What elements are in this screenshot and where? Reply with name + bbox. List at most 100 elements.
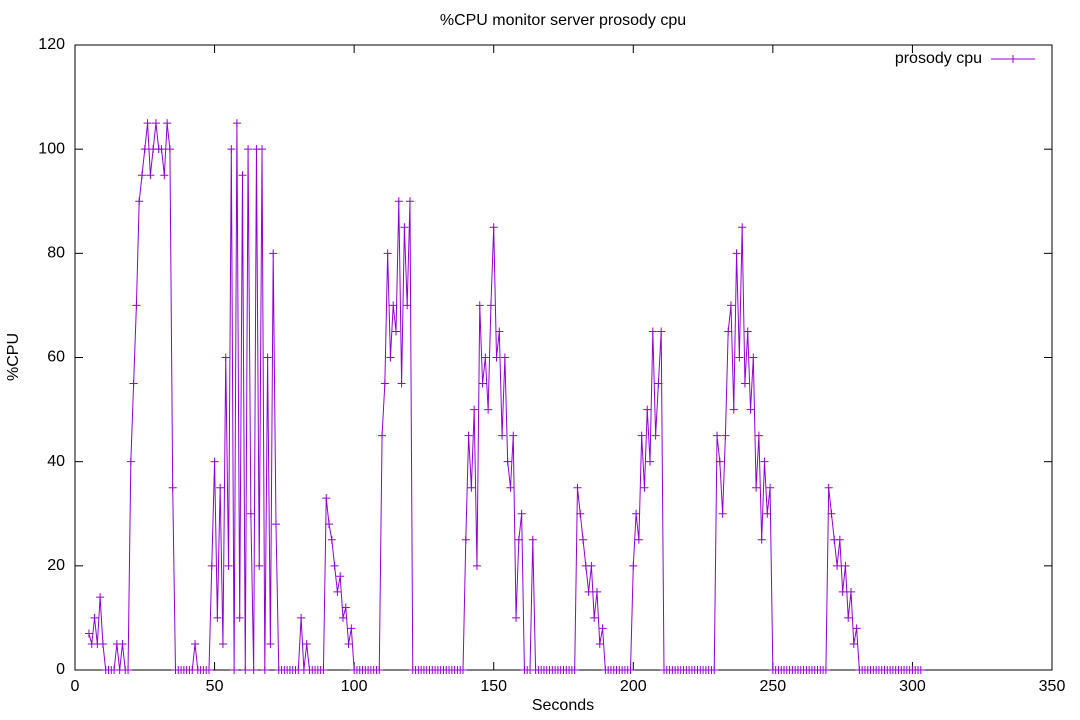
point-marker xyxy=(255,561,264,570)
point-marker xyxy=(330,561,339,570)
point-marker xyxy=(260,666,269,674)
point-marker xyxy=(478,379,487,388)
point-marker xyxy=(210,457,219,466)
point-marker xyxy=(509,431,518,440)
point-marker xyxy=(721,431,730,440)
y-tick-label: 120 xyxy=(38,36,65,53)
point-marker xyxy=(512,613,521,622)
x-tick-label: 50 xyxy=(206,678,224,695)
point-marker xyxy=(230,666,239,674)
point-marker xyxy=(752,483,761,492)
point-marker xyxy=(481,353,490,362)
point-marker xyxy=(246,509,255,518)
point-marker xyxy=(232,119,241,128)
point-marker xyxy=(757,535,766,544)
point-marker xyxy=(847,587,856,596)
point-marker xyxy=(325,520,334,529)
point-marker xyxy=(207,561,216,570)
point-marker xyxy=(573,483,582,492)
point-marker xyxy=(648,327,657,336)
point-marker xyxy=(333,587,342,596)
point-marker xyxy=(204,666,213,674)
point-marker xyxy=(489,223,498,232)
point-marker xyxy=(165,145,174,154)
point-marker xyxy=(592,587,601,596)
point-marker xyxy=(643,405,652,414)
point-marker xyxy=(833,561,842,570)
x-tick-label: 300 xyxy=(899,678,926,695)
point-marker xyxy=(163,119,172,128)
point-marker xyxy=(319,666,328,674)
point-marker xyxy=(640,483,649,492)
point-marker xyxy=(740,379,749,388)
point-marker xyxy=(347,624,356,633)
point-marker xyxy=(464,431,473,440)
point-marker xyxy=(498,431,507,440)
point-marker xyxy=(626,666,635,674)
y-tick-label: 20 xyxy=(47,557,65,574)
point-marker xyxy=(713,431,722,440)
point-marker xyxy=(484,405,493,414)
point-marker xyxy=(266,639,275,648)
point-marker xyxy=(735,353,744,362)
point-marker xyxy=(732,249,741,258)
point-marker xyxy=(916,666,925,674)
point-marker xyxy=(528,535,537,544)
point-marker xyxy=(492,353,501,362)
point-marker xyxy=(269,249,278,258)
point-marker xyxy=(400,223,409,232)
y-tick-label: 100 xyxy=(38,140,65,157)
point-marker xyxy=(632,509,641,518)
x-tick-label: 150 xyxy=(480,678,507,695)
point-marker xyxy=(322,494,331,503)
point-marker xyxy=(472,561,481,570)
point-marker xyxy=(486,301,495,310)
point-marker xyxy=(587,561,596,570)
y-tick-label: 0 xyxy=(56,661,65,678)
point-marker xyxy=(729,405,738,414)
point-marker xyxy=(244,145,253,154)
point-marker xyxy=(746,405,755,414)
point-marker xyxy=(118,639,127,648)
point-marker xyxy=(238,171,247,180)
point-marker xyxy=(403,301,412,310)
point-marker xyxy=(397,379,406,388)
point-marker xyxy=(576,509,585,518)
point-marker xyxy=(760,457,769,466)
point-marker xyxy=(327,535,336,544)
point-marker xyxy=(146,171,155,180)
point-marker xyxy=(459,666,468,674)
y-tick-label: 40 xyxy=(47,453,65,470)
point-marker xyxy=(461,535,470,544)
point-marker xyxy=(336,572,345,581)
point-marker xyxy=(749,353,758,362)
point-marker xyxy=(595,639,604,648)
point-marker xyxy=(96,593,105,602)
point-marker xyxy=(506,483,515,492)
point-marker xyxy=(263,353,272,362)
point-marker xyxy=(126,457,135,466)
point-marker xyxy=(710,666,719,674)
legend-label: prosody cpu xyxy=(895,50,982,67)
point-marker xyxy=(341,603,350,612)
x-tick-label: 350 xyxy=(1039,678,1066,695)
point-marker xyxy=(763,509,772,518)
point-marker xyxy=(132,301,141,310)
y-axis-label: %CPU xyxy=(5,333,22,381)
point-marker xyxy=(503,457,512,466)
point-marker xyxy=(394,197,403,206)
point-marker xyxy=(218,639,227,648)
point-marker xyxy=(718,509,727,518)
chart-title: %CPU monitor server prosody cpu xyxy=(440,12,686,29)
point-marker xyxy=(766,483,775,492)
point-marker xyxy=(98,639,107,648)
point-marker xyxy=(386,353,395,362)
point-marker xyxy=(84,629,93,638)
point-marker xyxy=(271,520,280,529)
point-marker xyxy=(224,561,233,570)
point-marker xyxy=(743,327,752,336)
point-marker xyxy=(637,431,646,440)
point-marker xyxy=(726,301,735,310)
point-marker xyxy=(654,379,663,388)
